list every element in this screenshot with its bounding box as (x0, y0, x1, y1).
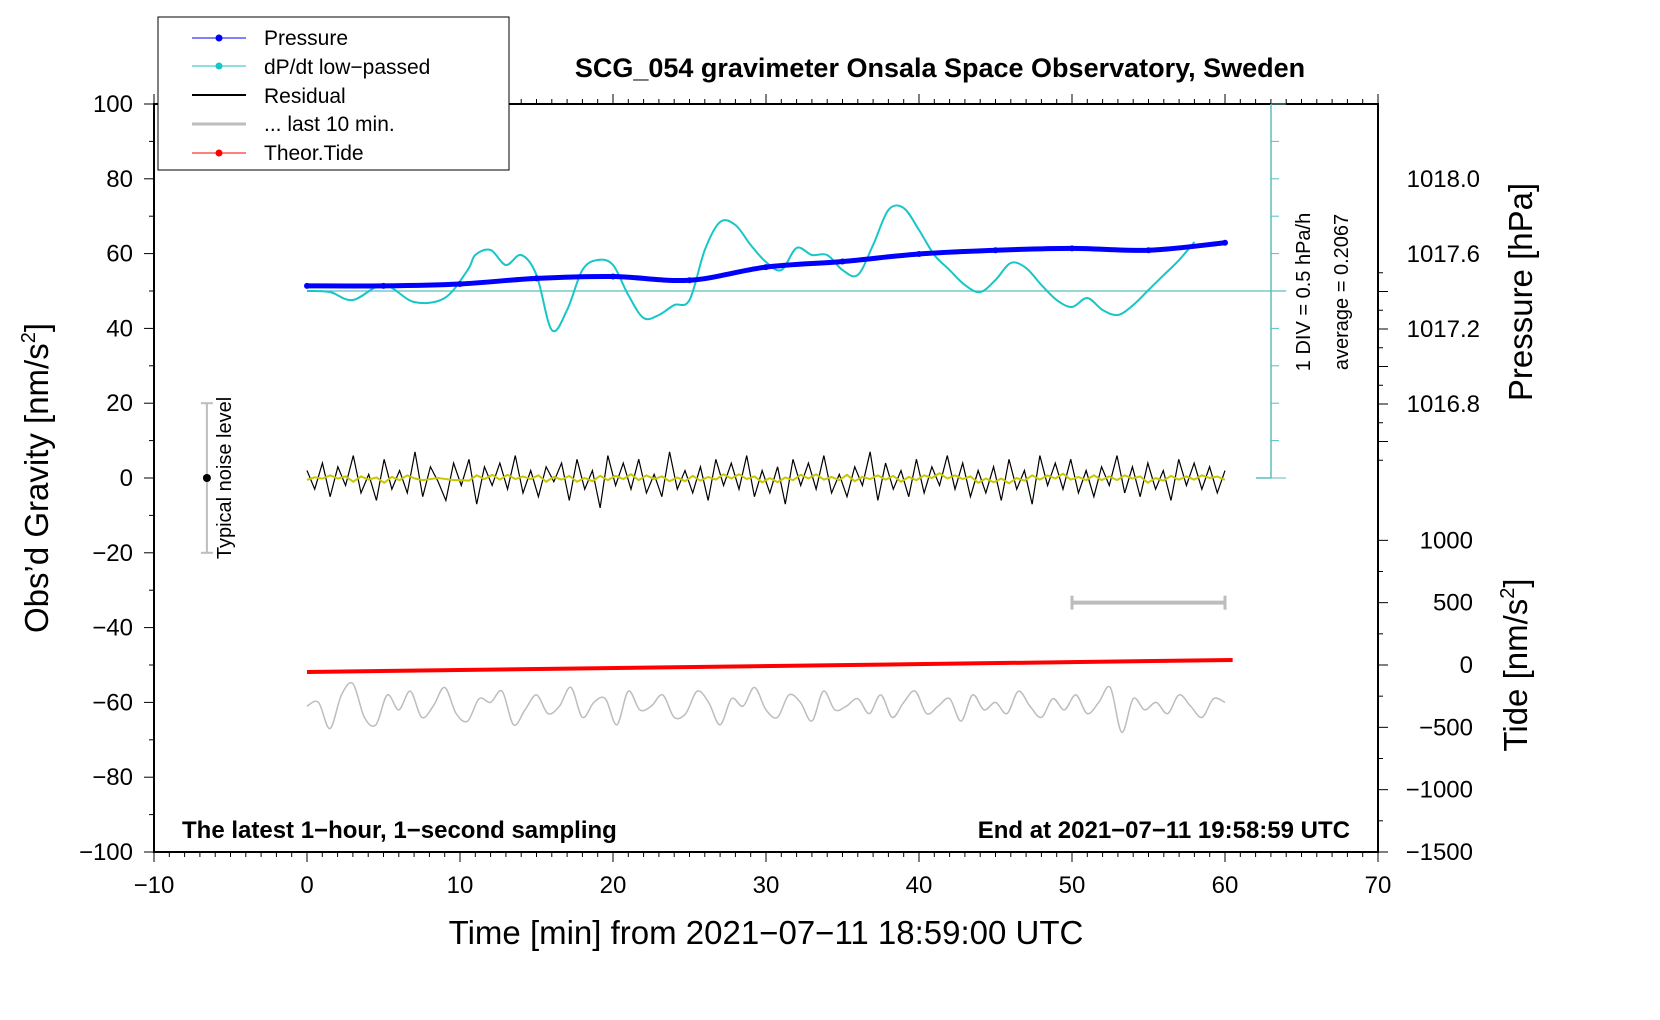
tide-tick-label: −500 (1419, 714, 1473, 741)
pressure-tick-label: 1016.8 (1407, 391, 1480, 418)
y-tick-label: 40 (106, 315, 133, 342)
noise-level-label: Typical noise level (214, 397, 236, 559)
tide-series (306, 658, 1233, 674)
x-tick-label: 50 (1059, 872, 1086, 899)
x-tick-label: 10 (447, 872, 474, 899)
x-tick-label: 70 (1365, 872, 1392, 899)
tide-tick-label: 1000 (1420, 527, 1473, 554)
legend-dot-pressure (215, 34, 223, 42)
axis-ticks: −10 0 10 20 30 40 50 60 70100806040200−20−40−60−… (79, 91, 1480, 899)
legend-label-last10: ... last 10 min. (264, 113, 395, 136)
y-tick-label: −40 (92, 615, 133, 642)
tide-tick-label: −1000 (1406, 777, 1473, 804)
end-time-note: End at 2021−07−11 19:58:59 UTC (978, 817, 1350, 844)
y-tick-label: −20 (92, 540, 133, 567)
pressure-point (916, 251, 922, 257)
pressure-point (992, 247, 999, 254)
pressure-point (304, 282, 310, 289)
pressure-tick-label: 1018.0 (1407, 166, 1480, 193)
x-tick-label: 30 (753, 872, 780, 899)
pressure-point (380, 282, 387, 289)
residual-series (306, 451, 1226, 509)
residual-smoothed-series (306, 471, 1226, 485)
tide-tick-label: −1500 (1406, 839, 1473, 866)
series-layer (200, 103, 1287, 734)
pressure-point (763, 264, 769, 271)
tide-tick-label: 500 (1433, 590, 1473, 617)
div-label: 1 DIV = 0.5 hPa/h (1293, 213, 1315, 371)
legend-label-dpdt: dP/dt low−passed (264, 56, 430, 79)
legend-label-residual: Residual (264, 85, 346, 108)
legend-label-pressure: Pressure (264, 27, 348, 50)
x-axis-label: Time [min] from 2021−07−11 18:59:00 UTC (449, 914, 1084, 951)
tide-tick-label: 0 (1460, 652, 1473, 679)
y-tick-label: 20 (106, 390, 133, 417)
legend: Pressure dP/dt low−passed Residual ... l… (157, 16, 510, 171)
last10-series (306, 682, 1226, 734)
pressure-point (839, 258, 846, 265)
noise-level-dot (202, 474, 211, 482)
y-tick-label: −80 (92, 764, 133, 791)
pressure-tick-label: 1017.6 (1407, 241, 1480, 268)
pressure-point (610, 273, 616, 280)
pressure-point (533, 275, 540, 282)
sampling-note: The latest 1−hour, 1−second sampling (182, 817, 617, 844)
y-tick-label: −60 (92, 689, 133, 716)
pressure-point (457, 281, 463, 287)
y-tick-label: 80 (106, 166, 133, 193)
dpdt-series (306, 204, 1196, 333)
pressure-point (1069, 245, 1075, 252)
legend-dot-dpdt (215, 62, 223, 70)
y-tick-label: 60 (106, 241, 133, 268)
x-tick-label: 0 (300, 872, 313, 899)
y-tick-label: 100 (93, 91, 133, 118)
x-tick-label: 20 (600, 872, 627, 899)
tide-axis-label: Tide [nm/s2] (1497, 578, 1534, 751)
pressure-point (1222, 239, 1228, 246)
pressure-tick-label: 1017.2 (1407, 316, 1480, 343)
y-tick-label: −100 (79, 839, 133, 866)
legend-dot-tide (215, 149, 223, 157)
y-tick-label: 0 (120, 465, 133, 492)
legend-label-tide: Theor.Tide (264, 142, 364, 165)
average-label: average = 0.2067 (1331, 214, 1353, 370)
y-axis-label: Obs’d Gravity [nm/s2] (18, 323, 55, 633)
pressure-point (686, 277, 693, 284)
x-tick-label: −10 (134, 872, 175, 899)
x-tick-label: 60 (1212, 872, 1239, 899)
pressure-point (1145, 247, 1152, 254)
pressure-axis-label: Pressure [hPa] (1502, 183, 1539, 401)
legend-box (157, 16, 510, 171)
x-tick-label: 40 (906, 872, 933, 899)
chart-title: SCG_054 gravimeter Onsala Space Observat… (575, 53, 1305, 83)
